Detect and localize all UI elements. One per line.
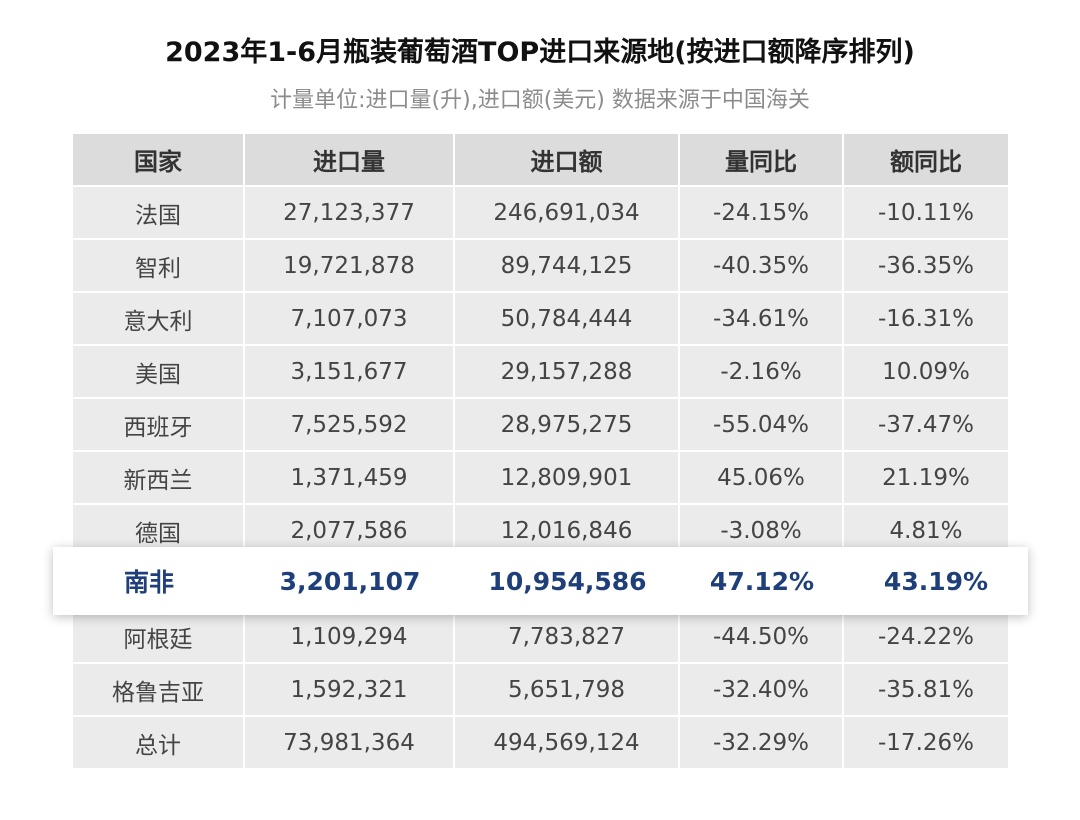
- cell-country: 格鲁吉亚: [73, 664, 245, 717]
- cell-value: 5,651,798: [455, 664, 680, 717]
- cell-value: 7,783,827: [455, 611, 680, 664]
- cell-volume-yoy: -32.29%: [680, 717, 844, 770]
- table-row: 意大利 7,107,073 50,784,444 -34.61% -16.31%: [73, 293, 1008, 346]
- cell-value-yoy: -36.35%: [844, 240, 1008, 293]
- cell-value-yoy: -16.31%: [844, 293, 1008, 346]
- highlight-volume: 3,201,107: [245, 547, 455, 615]
- cell-value: 50,784,444: [455, 293, 680, 346]
- cell-volume: 1,371,459: [245, 452, 455, 505]
- cell-volume: 73,981,364: [245, 717, 455, 770]
- cell-volume: 3,151,677: [245, 346, 455, 399]
- table-row: 新西兰 1,371,459 12,809,901 45.06% 21.19%: [73, 452, 1008, 505]
- cell-country: 美国: [73, 346, 245, 399]
- header-value-yoy: 额同比: [844, 134, 1008, 187]
- table-row: 阿根廷 1,109,294 7,783,827 -44.50% -24.22%: [73, 611, 1008, 664]
- cell-volume-yoy: -55.04%: [680, 399, 844, 452]
- cell-value-yoy: -17.26%: [844, 717, 1008, 770]
- cell-value: 29,157,288: [455, 346, 680, 399]
- cell-country: 总计: [73, 717, 245, 770]
- table-row-total: 总计 73,981,364 494,569,124 -32.29% -17.26…: [73, 717, 1008, 770]
- header-volume-yoy: 量同比: [680, 134, 844, 187]
- cell-country: 法国: [73, 187, 245, 240]
- cell-country: 阿根廷: [73, 611, 245, 664]
- cell-volume: 19,721,878: [245, 240, 455, 293]
- cell-value-yoy: 21.19%: [844, 452, 1008, 505]
- cell-value-yoy: -24.22%: [844, 611, 1008, 664]
- cell-value: 494,569,124: [455, 717, 680, 770]
- table-row: 格鲁吉亚 1,592,321 5,651,798 -32.40% -35.81%: [73, 664, 1008, 717]
- header-value: 进口额: [455, 134, 680, 187]
- cell-volume: 7,525,592: [245, 399, 455, 452]
- cell-value-yoy: 10.09%: [844, 346, 1008, 399]
- table-row: 西班牙 7,525,592 28,975,275 -55.04% -37.47%: [73, 399, 1008, 452]
- cell-volume-yoy: -44.50%: [680, 611, 844, 664]
- highlight-value-yoy: 43.19%: [844, 547, 1028, 615]
- cell-volume: 1,592,321: [245, 664, 455, 717]
- cell-value: 246,691,034: [455, 187, 680, 240]
- page-title: 2023年1-6月瓶装葡萄酒TOP进口来源地(按进口额降序排列): [165, 37, 915, 68]
- table-row: 美国 3,151,677 29,157,288 -2.16% 10.09%: [73, 346, 1008, 399]
- highlight-volume-yoy: 47.12%: [680, 547, 844, 615]
- cell-volume-yoy: 45.06%: [680, 452, 844, 505]
- cell-value-yoy: -35.81%: [844, 664, 1008, 717]
- cell-volume: 1,109,294: [245, 611, 455, 664]
- import-table: 国家 进口量 进口额 量同比 额同比 法国 27,123,377 246,691…: [53, 134, 1028, 770]
- cell-volume-yoy: -2.16%: [680, 346, 844, 399]
- cell-country: 新西兰: [73, 452, 245, 505]
- highlight-country: 南非: [53, 547, 245, 615]
- page-subtitle: 计量单位:进口量(升),进口额(美元) 数据来源于中国海关: [270, 88, 810, 113]
- highlight-value: 10,954,586: [455, 547, 680, 615]
- table-header-row: 国家 进口量 进口额 量同比 额同比: [73, 134, 1008, 187]
- table-row: 智利 19,721,878 89,744,125 -40.35% -36.35%: [73, 240, 1008, 293]
- cell-value-yoy: -10.11%: [844, 187, 1008, 240]
- cell-value: 12,809,901: [455, 452, 680, 505]
- cell-value: 28,975,275: [455, 399, 680, 452]
- header-country: 国家: [73, 134, 245, 187]
- cell-country: 智利: [73, 240, 245, 293]
- cell-value: 89,744,125: [455, 240, 680, 293]
- cell-volume: 7,107,073: [245, 293, 455, 346]
- cell-value-yoy: -37.47%: [844, 399, 1008, 452]
- cell-country: 西班牙: [73, 399, 245, 452]
- cell-volume-yoy: -24.15%: [680, 187, 844, 240]
- cell-country: 意大利: [73, 293, 245, 346]
- cell-volume-yoy: -34.61%: [680, 293, 844, 346]
- cell-volume-yoy: -32.40%: [680, 664, 844, 717]
- cell-volume-yoy: -40.35%: [680, 240, 844, 293]
- header-volume: 进口量: [245, 134, 455, 187]
- highlight-row-south-africa: 南非 3,201,107 10,954,586 47.12% 43.19%: [53, 547, 1028, 615]
- table-row: 法国 27,123,377 246,691,034 -24.15% -10.11…: [73, 187, 1008, 240]
- cell-volume: 27,123,377: [245, 187, 455, 240]
